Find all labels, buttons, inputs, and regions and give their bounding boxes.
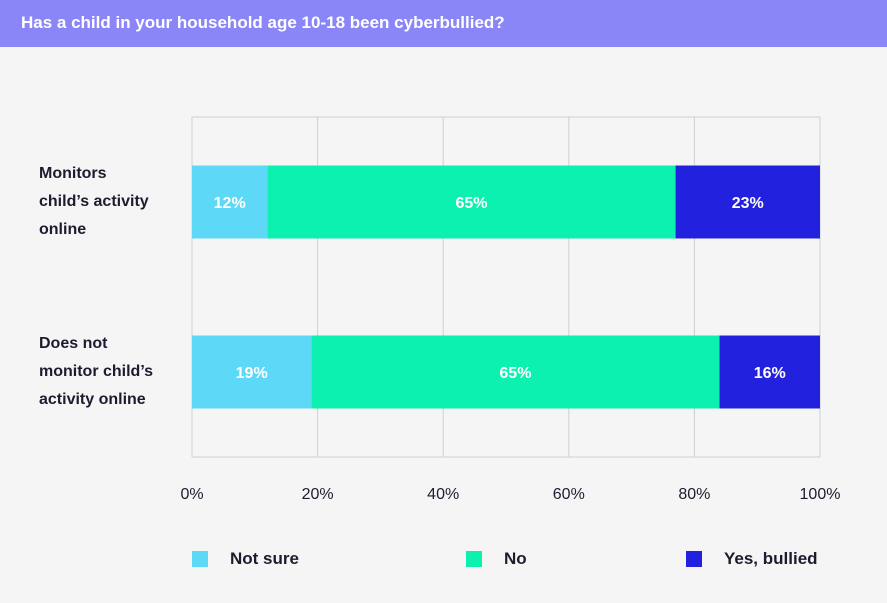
bar-segment xyxy=(311,335,720,409)
bar-data-label: 16% xyxy=(754,365,786,382)
bar-segment xyxy=(719,335,820,409)
legend-label-yes-bullied: Yes, bullied xyxy=(724,549,818,568)
category-label-line: monitor child’s xyxy=(39,363,154,380)
bar-data-label: 12% xyxy=(214,195,246,212)
legend-item-no: No xyxy=(466,549,527,569)
bar-data-label: 23% xyxy=(732,195,764,212)
legend-label-not-sure: Not sure xyxy=(230,549,299,568)
category-label-line: child’s activity xyxy=(39,193,149,210)
bar-segment xyxy=(675,165,820,239)
legend-swatch-yes-bullied xyxy=(686,551,702,567)
legend-item-not-sure: Not sure xyxy=(192,549,299,569)
x-tick-label: 20% xyxy=(302,486,334,503)
x-tick-label: 80% xyxy=(678,486,710,503)
bar-data-label: 19% xyxy=(236,365,268,382)
x-tick-label: 0% xyxy=(180,486,203,503)
legend-item-yes-bullied: Yes, bullied xyxy=(686,549,818,569)
x-tick-label: 60% xyxy=(553,486,585,503)
x-tick-label: 40% xyxy=(427,486,459,503)
bar-segment xyxy=(192,335,312,409)
category-label-line: Monitors xyxy=(39,165,107,182)
legend-label-no: No xyxy=(504,549,527,568)
bar-data-label: 65% xyxy=(499,365,531,382)
category-label-line: online xyxy=(39,221,87,238)
legend-swatch-no xyxy=(466,551,482,567)
category-label: Does not monitor child’s activity online xyxy=(39,330,189,414)
chart-header: Has a child in your household age 10-18 … xyxy=(0,0,887,47)
category-label-line: Does not xyxy=(39,335,108,352)
legend-swatch-not-sure xyxy=(192,551,208,567)
category-label-line: activity online xyxy=(39,391,146,408)
bar-data-label: 65% xyxy=(455,195,487,212)
bar-segment xyxy=(192,165,268,239)
category-label: Monitors child’s activity online xyxy=(39,160,189,244)
x-tick-label: 100% xyxy=(800,486,841,503)
bar-segment xyxy=(267,165,676,239)
chart-title: Has a child in your household age 10-18 … xyxy=(21,13,505,32)
